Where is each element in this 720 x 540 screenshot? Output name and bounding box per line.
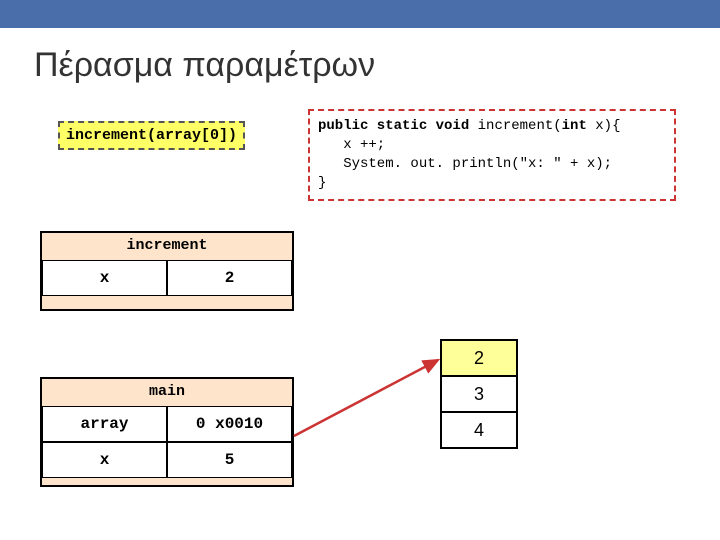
memory-cell-1: 3 xyxy=(441,376,517,412)
code-kw-signature: public static void xyxy=(318,118,478,134)
code-line-4: } xyxy=(318,175,326,191)
frame-main-x-label: x xyxy=(42,442,167,478)
code-line-2: x ++; xyxy=(318,137,385,153)
code-line-3: System. out. println("x: " + x); xyxy=(318,156,612,172)
frame-main-header: main xyxy=(42,379,292,406)
frame-increment-header: increment xyxy=(42,233,292,260)
frame-main-array-value: 0 x0010 xyxy=(167,406,292,442)
frame-main-x-value: 5 xyxy=(167,442,292,478)
code-fn-name: increment( xyxy=(478,118,562,134)
frame-increment-var-name: x xyxy=(42,260,167,296)
call-expression-box: increment(array[0]) xyxy=(58,121,245,150)
top-bar xyxy=(0,0,720,28)
code-sig-tail: x){ xyxy=(587,118,621,134)
stack-frame-increment: increment x 2 xyxy=(40,231,294,311)
memory-column: 2 3 4 xyxy=(440,339,518,449)
frame-main-row-x: x 5 xyxy=(42,442,292,478)
memory-cell-0: 2 xyxy=(441,340,517,376)
slide-title: Πέρασμα παραμέτρων xyxy=(0,28,720,85)
stack-frame-main: main array 0 x0010 x 5 xyxy=(40,377,294,487)
content-area: increment(array[0]) public static void i… xyxy=(0,85,720,535)
code-kw-int: int xyxy=(562,118,587,134)
frame-main-row-array: array 0 x0010 xyxy=(42,406,292,442)
frame-increment-row: x 2 xyxy=(42,260,292,296)
memory-cell-2: 4 xyxy=(441,412,517,448)
frame-main-array-label: array xyxy=(42,406,167,442)
code-definition-box: public static void increment(int x){ x +… xyxy=(308,109,676,201)
frame-increment-var-value: 2 xyxy=(167,260,292,296)
